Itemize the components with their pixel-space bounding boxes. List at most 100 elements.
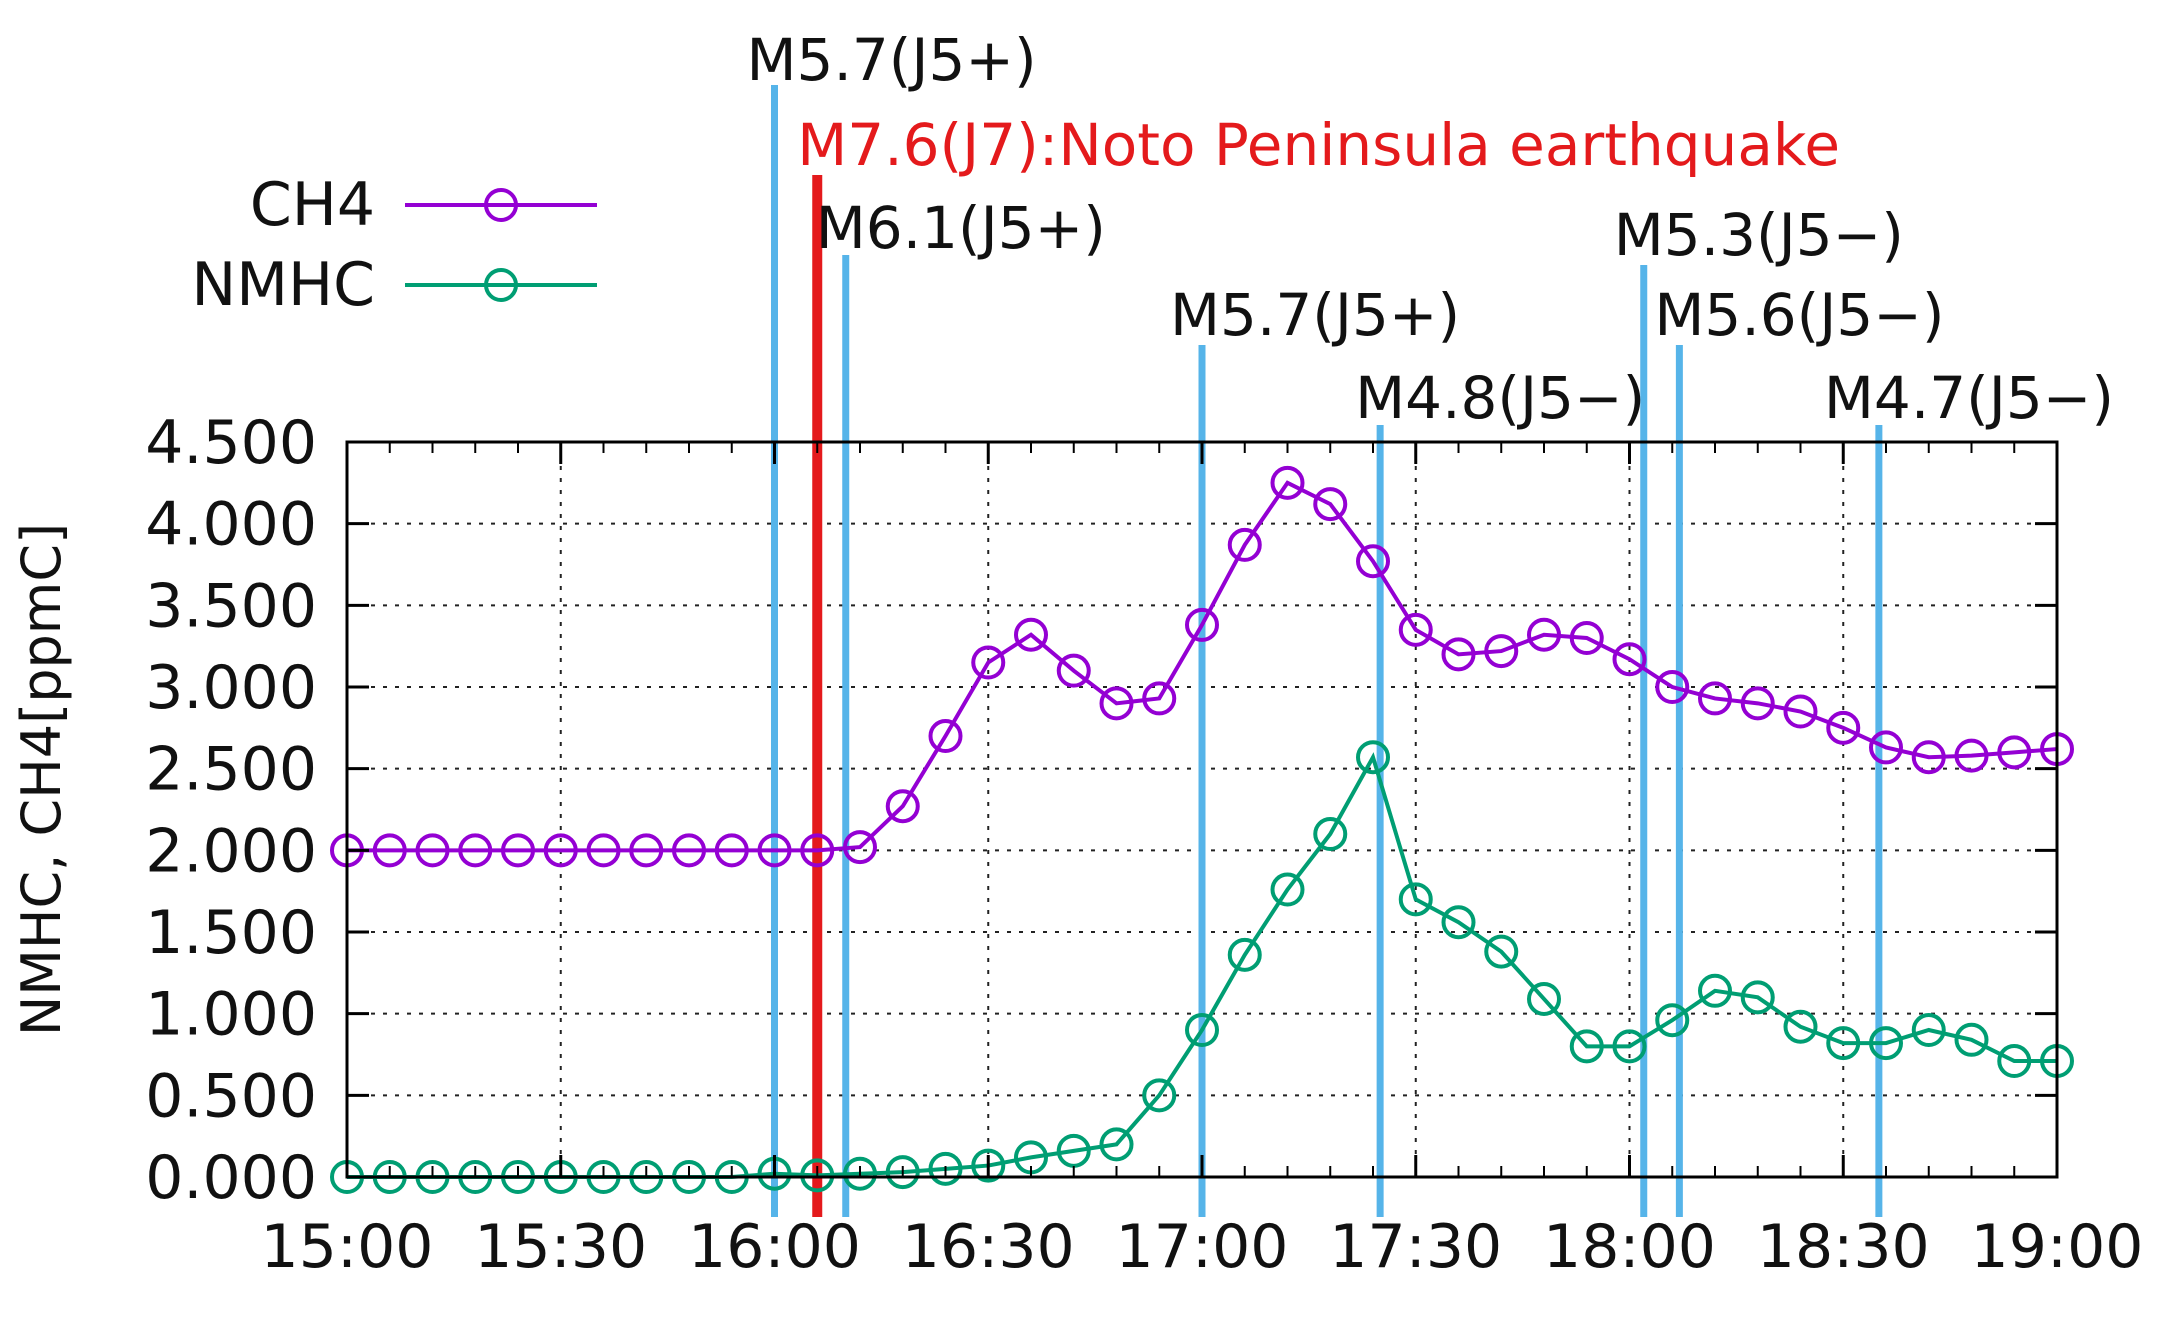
y-tick-label-2: 1.000 (145, 980, 317, 1050)
point-CH4-36 (1869, 730, 1903, 765)
point-CH4-25 (1398, 612, 1433, 647)
point-CH4-3 (458, 833, 493, 868)
point-NMHC-25 (1398, 882, 1433, 917)
point-NMHC-33 (1740, 980, 1775, 1015)
point-NMHC-13 (885, 1155, 920, 1190)
point-CH4-39 (1997, 735, 2032, 770)
point-NMHC-26 (1441, 905, 1476, 940)
point-NMHC-31 (1655, 1003, 1690, 1038)
y-tick-label-4: 2.000 (145, 816, 317, 886)
point-NMHC-12 (843, 1156, 877, 1191)
point-NMHC-28 (1527, 981, 1561, 1016)
point-NMHC-37 (1911, 1013, 1946, 1047)
point-CH4-15 (971, 645, 1006, 680)
point-CH4-37 (1911, 740, 1946, 775)
point-NMHC-27 (1484, 934, 1519, 969)
point-CH4-19 (1142, 681, 1177, 716)
point-NMHC-17 (1056, 1133, 1091, 1168)
x-tick-label-3: 16:30 (902, 1212, 1075, 1282)
y-tick-label-5: 2.500 (145, 735, 317, 805)
point-CH4-21 (1227, 527, 1262, 562)
point-CH4-10 (757, 833, 792, 868)
point-CH4-34 (1783, 694, 1818, 729)
point-CH4-28 (1527, 617, 1561, 652)
legend-label-CH4: CH4 (250, 170, 375, 240)
point-CH4-11 (800, 833, 835, 868)
point-NMHC-29 (1569, 1029, 1604, 1064)
point-CH4-20 (1185, 607, 1219, 642)
x-tick-label-4: 17:00 (1116, 1212, 1289, 1282)
legend-label-NMHC: NMHC (191, 250, 375, 320)
x-tick-label-5: 17:30 (1329, 1212, 1502, 1282)
point-CH4-7 (629, 833, 664, 868)
event-label-1: M7.6(J7):Noto Peninsula earthquake (797, 111, 1840, 179)
y-tick-label-1: 0.500 (145, 1061, 317, 1131)
y-tick-label-0: 0.000 (145, 1143, 317, 1213)
point-CH4-29 (1569, 621, 1604, 655)
x-tick-label-7: 18:30 (1757, 1212, 1930, 1282)
point-CH4-38 (1954, 738, 1989, 773)
point-NMHC-19 (1142, 1078, 1177, 1113)
y-axis-label: NMHC, CH4[ppmC] (10, 523, 73, 1036)
event-label-5: M5.3(J5−) (1614, 201, 1904, 269)
x-tick-label-8: 19:00 (1971, 1212, 2144, 1282)
event-label-3: M5.7(J5+) (1170, 281, 1460, 349)
point-NMHC-11 (800, 1158, 835, 1193)
point-CH4-35 (1826, 710, 1861, 745)
point-NMHC-20 (1185, 1013, 1219, 1047)
y-tick-label-9: 4.500 (145, 408, 317, 478)
point-CH4-2 (415, 833, 450, 868)
point-CH4-27 (1484, 634, 1519, 669)
point-CH4-32 (1698, 681, 1732, 716)
point-NMHC-36 (1869, 1026, 1903, 1061)
event-lines (771, 85, 1883, 1217)
point-NMHC-35 (1826, 1026, 1861, 1061)
y-tick-label-6: 3.000 (145, 653, 317, 723)
point-NMHC-15 (971, 1148, 1006, 1183)
point-NMHC-14 (928, 1151, 963, 1186)
point-CH4-5 (543, 833, 578, 868)
point-CH4-26 (1441, 637, 1476, 672)
event-label-7: M4.7(J5−) (1824, 364, 2114, 432)
point-NMHC-23 (1313, 817, 1348, 851)
point-CH4-24 (1356, 544, 1390, 579)
y-tick-label-7: 3.500 (145, 571, 317, 641)
legend-swatch-marker-CH4 (484, 188, 518, 222)
point-CH4-4 (501, 833, 535, 868)
x-tick-label-0: 15:00 (261, 1212, 434, 1282)
x-tick-label-6: 18:00 (1543, 1212, 1716, 1282)
point-NMHC-38 (1954, 1022, 1989, 1057)
point-NMHC-32 (1698, 973, 1732, 1008)
x-tick-label-1: 15:30 (474, 1212, 647, 1282)
ticks: 15:00 15:30 16:00 16:30 17:00 17:30 18:00 18:30… (145, 408, 2143, 1282)
event-label-6: M5.6(J5−) (1654, 281, 1944, 349)
event-label-0: M5.7(J5+) (747, 26, 1037, 94)
point-CH4-17 (1056, 653, 1091, 688)
legend: CH4 NMHC (191, 170, 597, 320)
event-label-2: M6.1(J5+) (816, 194, 1106, 262)
point-CH4-31 (1655, 670, 1690, 704)
point-CH4-23 (1313, 487, 1348, 522)
point-NMHC-30 (1612, 1029, 1647, 1064)
y-tick-label-8: 4.000 (145, 490, 317, 560)
point-NMHC-22 (1270, 872, 1305, 907)
point-NMHC-21 (1227, 937, 1262, 972)
point-NMHC-34 (1783, 1009, 1818, 1044)
point-NMHC-24 (1356, 740, 1390, 775)
y-tick-label-3: 1.500 (145, 898, 317, 968)
point-NMHC-39 (1997, 1044, 2032, 1079)
point-CH4-12 (843, 830, 877, 865)
point-CH4-1 (372, 833, 407, 868)
point-NMHC-18 (1099, 1127, 1134, 1162)
x-tick-label-2: 16:00 (688, 1212, 861, 1282)
point-CH4-9 (714, 833, 749, 868)
point-CH4-22 (1270, 465, 1305, 500)
point-CH4-33 (1740, 686, 1775, 721)
point-CH4-16 (1014, 617, 1048, 652)
point-CH4-8 (672, 833, 706, 868)
point-CH4-30 (1612, 642, 1647, 677)
event-label-4: M4.8(J5−) (1355, 364, 1645, 432)
legend-swatch-marker-NMHC (484, 268, 518, 302)
point-CH4-6 (586, 833, 621, 868)
